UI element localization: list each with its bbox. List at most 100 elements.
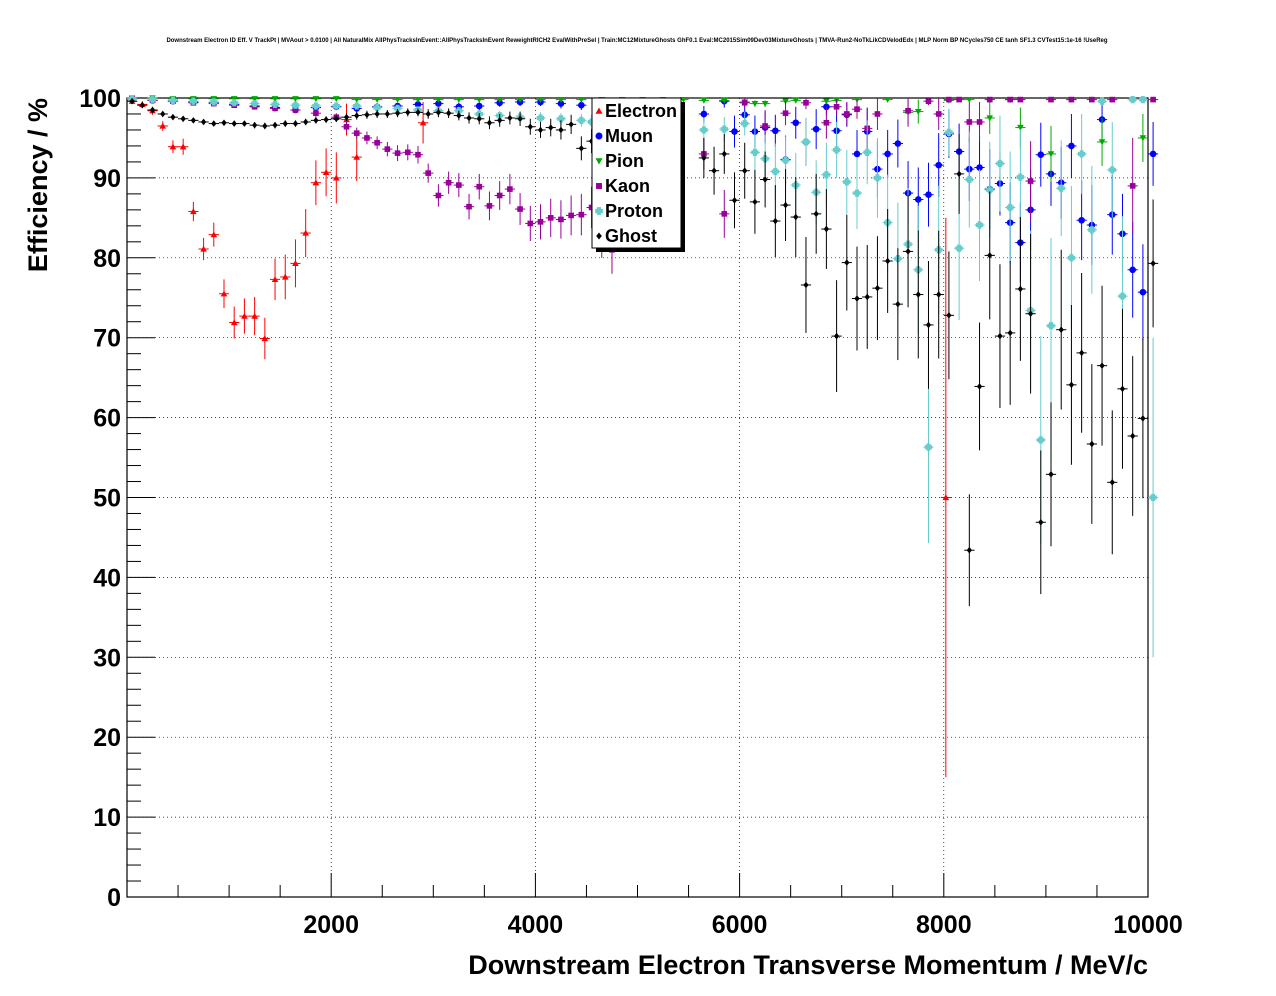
legend-entry-kaon: Kaon	[596, 176, 650, 196]
legend-entries: Electron Muon Pion Kaon Proton Ghost	[595, 101, 677, 246]
ghost-point	[517, 115, 523, 123]
electron-point	[353, 153, 361, 160]
ghost-point	[343, 113, 350, 121]
kaon-point	[1017, 96, 1024, 103]
proton-point	[1139, 95, 1147, 104]
proton-point	[975, 221, 984, 229]
ghost-point	[272, 121, 278, 129]
kaon-point	[466, 203, 472, 210]
proton-point	[536, 114, 545, 122]
pion-point	[394, 96, 401, 103]
y-tick-labels: 0 10 20 30 40 50 60 70 80 90 100	[79, 85, 121, 912]
muon-point	[1068, 142, 1075, 150]
legend: Electron Muon Pion Kaon Proton Ghost	[591, 97, 685, 252]
pion-point	[557, 96, 565, 103]
axis-ticks	[127, 97, 1149, 898]
x-tick-label: 2000	[303, 911, 359, 939]
ghost-point	[527, 123, 533, 131]
y-tick-label: 100	[79, 85, 121, 113]
proton-point	[802, 138, 810, 146]
ghost-point	[445, 109, 452, 117]
legend-marker-ghost	[596, 232, 602, 240]
muon-point	[853, 150, 861, 158]
ghost-point	[292, 120, 299, 127]
ghost-point	[925, 321, 932, 329]
ghost-point	[854, 295, 860, 302]
ghost-point	[905, 248, 911, 255]
proton-point	[1006, 203, 1014, 212]
ghost-point	[354, 112, 360, 119]
ghost-point	[752, 198, 758, 206]
pion-point	[230, 96, 238, 103]
ghost-point	[374, 110, 380, 118]
pion-point	[1139, 135, 1147, 142]
electron-point	[220, 290, 228, 297]
ghost-point	[364, 111, 370, 119]
kaon-point	[1109, 96, 1116, 103]
ghost-point	[833, 332, 840, 340]
ghost-point	[956, 170, 962, 178]
proton-point	[189, 97, 197, 105]
pion-point	[578, 96, 585, 103]
ghost-point	[303, 118, 309, 126]
ghost-point	[762, 176, 768, 183]
proton-point	[1016, 173, 1025, 181]
ghost-point	[180, 115, 186, 123]
ghost-point	[129, 97, 135, 105]
ghost-point	[1058, 326, 1064, 334]
kaon-point	[425, 170, 431, 176]
proton-point	[955, 244, 963, 252]
kaon-point	[1007, 96, 1013, 103]
muon-point	[475, 102, 483, 110]
kaon-point	[476, 183, 483, 190]
ghost-point	[731, 196, 738, 204]
kaon-point	[547, 215, 554, 221]
pion-point	[761, 100, 769, 107]
muon-point	[414, 101, 422, 108]
kaon-point	[486, 203, 493, 209]
kaon-point	[435, 192, 442, 199]
ghost-point	[1027, 310, 1034, 318]
electron-point	[942, 494, 950, 501]
x-axis-title: Downstream Electron Transverse Momentum …	[468, 950, 1148, 980]
electron-point	[333, 174, 340, 181]
ghost-point	[476, 115, 482, 123]
electron-point	[169, 143, 177, 150]
ghost-point	[170, 113, 176, 121]
pion-point	[1017, 124, 1024, 131]
kaon-point	[568, 212, 574, 219]
ghost-point	[241, 120, 248, 127]
muon-point	[1139, 288, 1147, 296]
proton-point	[148, 95, 157, 104]
ghost-point	[1089, 440, 1095, 448]
muon-point	[894, 140, 902, 147]
series-ghost	[127, 97, 1159, 607]
ghost-point	[435, 109, 442, 116]
ghost-point	[497, 117, 503, 124]
legend-entry-proton: Proton	[595, 201, 663, 221]
proton-point	[1037, 436, 1045, 444]
kaon-point	[935, 111, 942, 117]
y-tick-label: 80	[93, 245, 121, 273]
proton-point	[924, 443, 933, 451]
y-tick-label: 10	[93, 804, 121, 832]
pion-point	[496, 96, 503, 103]
kaon-point	[496, 192, 503, 199]
pion-point	[516, 96, 524, 103]
ghost-point	[313, 117, 319, 124]
kaon-point	[394, 150, 401, 156]
ghost-point	[200, 118, 207, 126]
kaon-point	[844, 111, 850, 117]
proton-point	[1067, 254, 1076, 262]
legend-entry-electron: Electron	[595, 101, 677, 121]
pion-point	[475, 96, 483, 103]
electron-point	[302, 229, 309, 236]
muon-point	[935, 161, 942, 169]
proton-point	[1078, 150, 1086, 158]
pion-point	[700, 97, 708, 104]
ghost-point	[190, 117, 197, 124]
proton-point	[353, 102, 361, 110]
proton-point	[1108, 166, 1116, 174]
x-tick-label: 4000	[508, 911, 564, 939]
ghost-point	[466, 114, 472, 122]
